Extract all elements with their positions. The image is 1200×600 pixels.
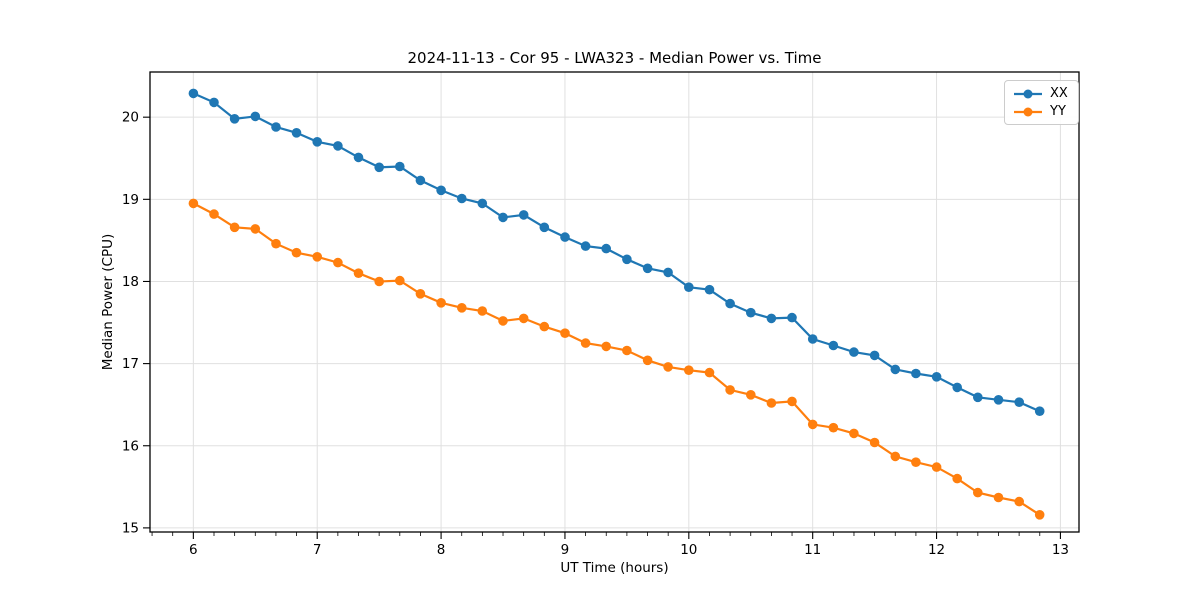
x-tick-label: 12 [928,542,945,558]
series-XX-markers [188,88,1045,417]
y-tick-label: 16 [122,438,139,454]
y-tick-label: 20 [122,110,139,126]
x-tick-label: 10 [680,542,697,558]
x-axis-minor-ticks [151,532,1041,536]
x-tick-label: 6 [189,542,198,558]
plot-frame [149,71,1080,533]
legend-marker-yy-icon [1014,107,1042,116]
series-YY [188,198,1045,520]
y-tick-label: 17 [122,356,139,372]
legend-label: YY [1050,104,1066,119]
x-tick-label: 13 [1052,542,1069,558]
axis-ticks [143,116,1061,539]
grid-lines [150,72,1079,532]
y-tick-label: 18 [122,274,139,290]
x-tick-label: 8 [437,542,446,558]
legend-entry-xx: XX [1013,86,1068,101]
x-axis-label: UT Time (hours) [560,560,669,576]
tick-labels: 6 7 8 9 10 11 12 13 15 16 17 18 19 20 [122,110,1069,558]
y-tick-label: 15 [122,520,139,536]
x-tick-label: 11 [804,542,821,558]
x-tick-label: 9 [561,542,570,558]
y-tick-label: 19 [122,192,139,208]
series-YY-markers [188,198,1045,520]
series-YY-line [192,202,1041,516]
series-XX [188,88,1045,417]
y-axis-label: Median Power (CPU) [100,233,116,371]
chart-title: 2024-11-13 - Cor 95 - LWA323 - Median Po… [407,49,822,67]
legend: XX YY [1004,80,1079,125]
legend-marker-xx-icon [1014,89,1042,98]
x-tick-label: 7 [313,542,322,558]
legend-label: XX [1050,86,1068,101]
legend-entry-yy: YY [1013,104,1068,119]
